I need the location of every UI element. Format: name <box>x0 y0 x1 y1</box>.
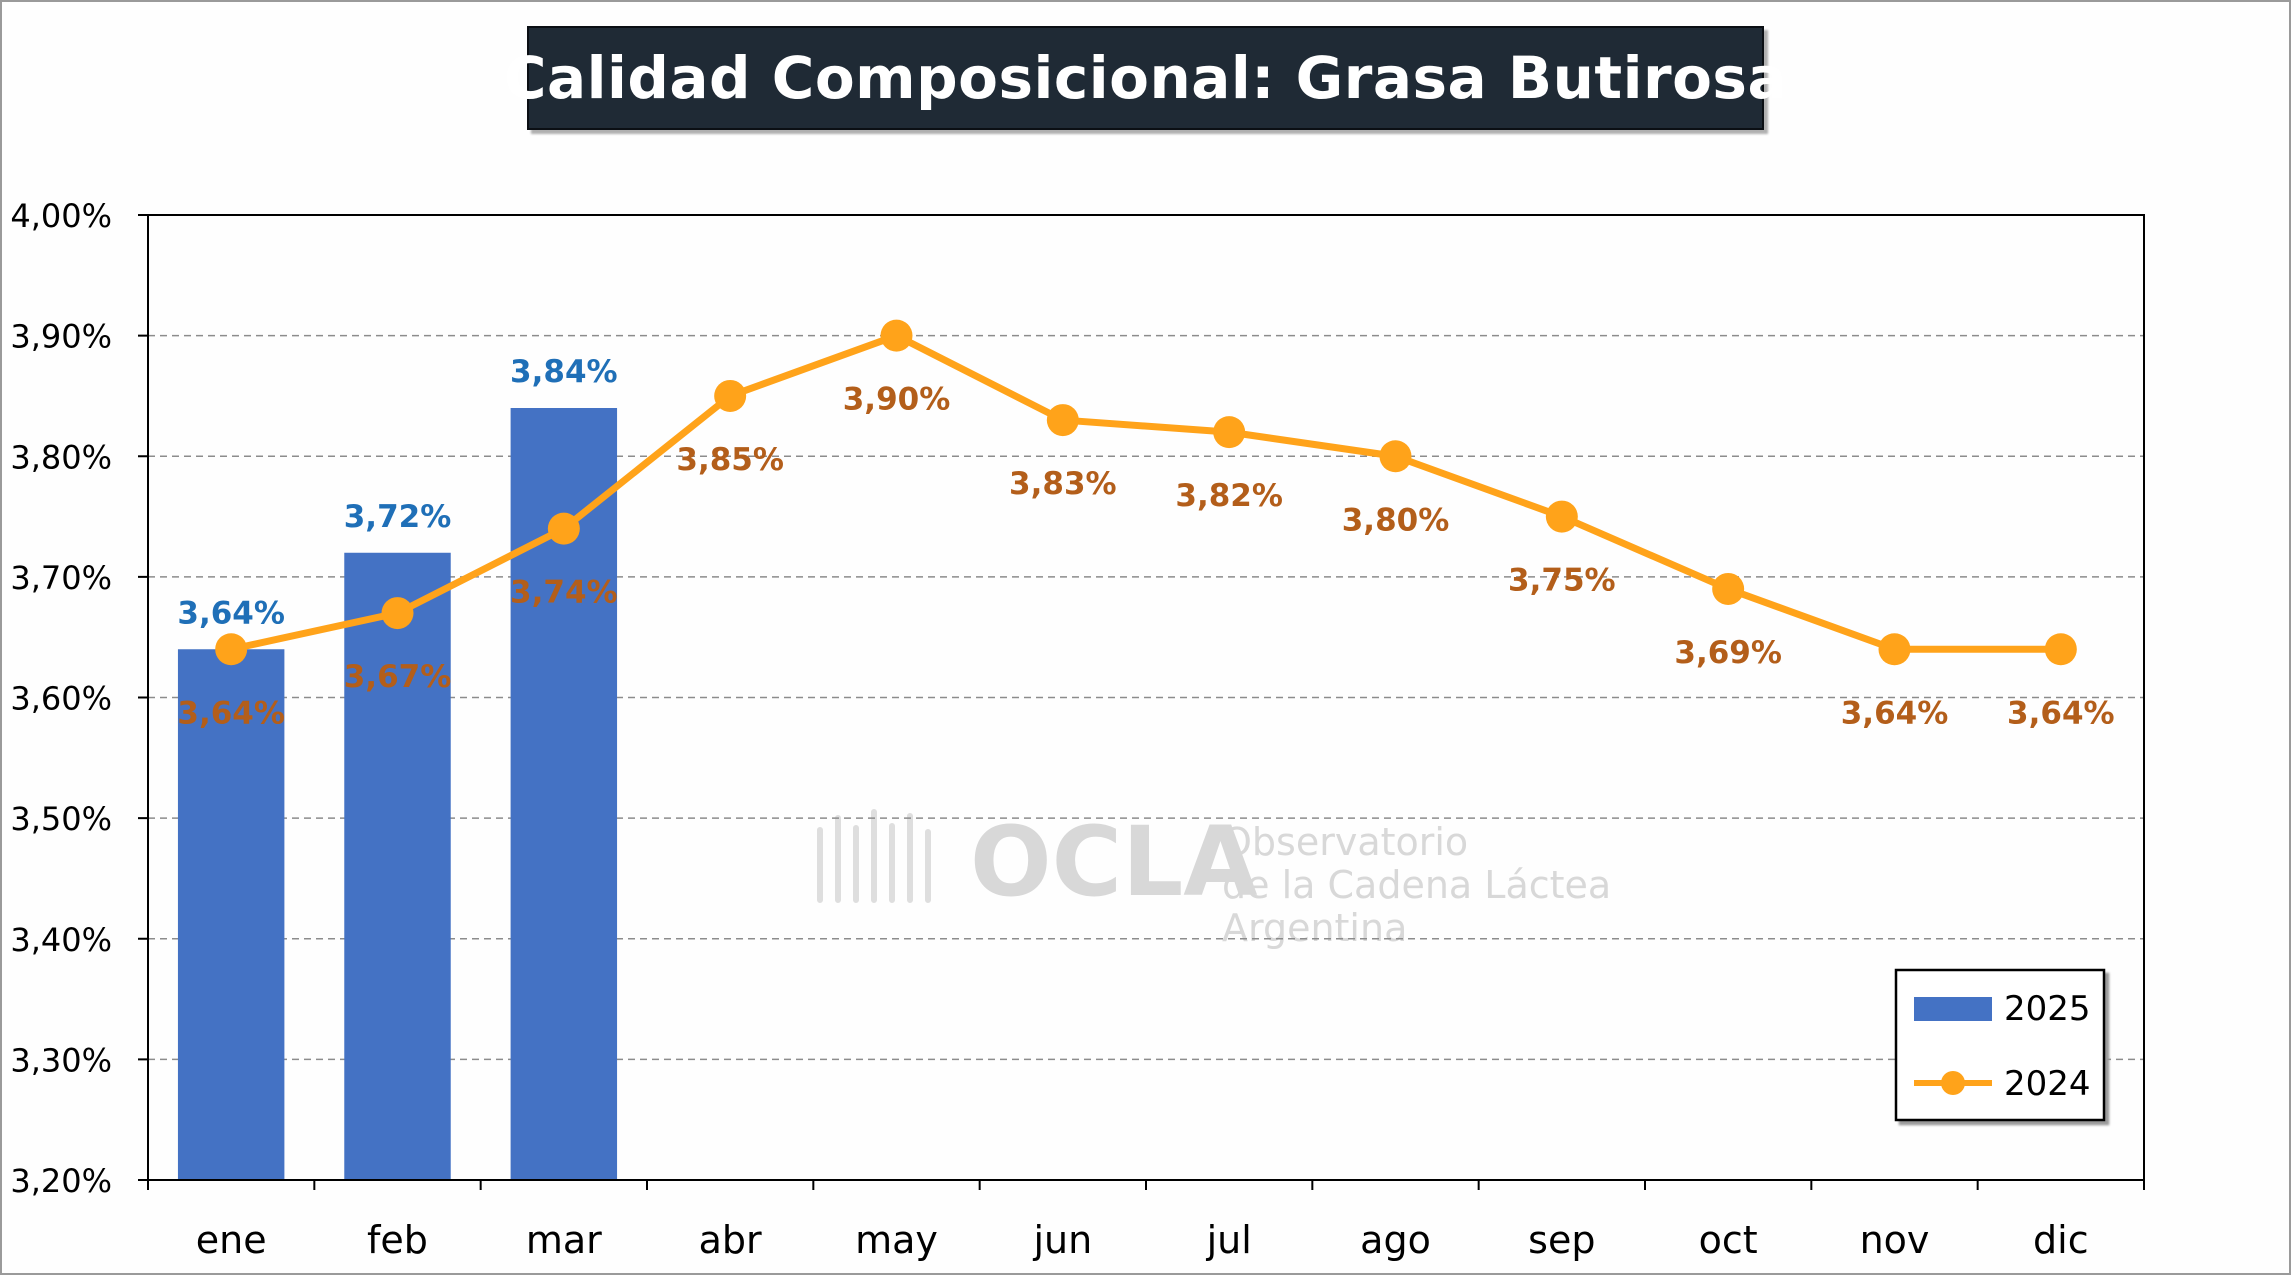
label-2024-ene: 3,64% <box>177 695 285 731</box>
point-2024-jun <box>1046 404 1079 437</box>
x-tick-label-feb: feb <box>367 1218 428 1262</box>
label-2025-mar: 3,84% <box>510 354 618 390</box>
y-tick-label-8: 4,00% <box>10 197 112 235</box>
x-tick-label-nov: nov <box>1860 1218 1930 1262</box>
label-2024-jul: 3,82% <box>1175 478 1283 514</box>
legend-marker-2024 <box>1941 1071 1965 1095</box>
ocla-watermark: OCLA Observatorio de la Cadena Láctea Ar… <box>817 806 1611 950</box>
series-2025-bars <box>177 408 618 1180</box>
legend-swatch-2025 <box>1914 997 1992 1021</box>
point-2024-oct <box>1712 572 1745 605</box>
x-tick-label-sep: sep <box>1528 1218 1595 1262</box>
plot-area-border <box>147 214 2145 1181</box>
watermark-line-2: de la Cadena Láctea <box>1222 863 1611 907</box>
label-2024-dic: 3,64% <box>2007 695 2115 731</box>
label-2024-may: 3,90% <box>843 382 951 418</box>
legend-label-2025: 2025 <box>2004 989 2091 1029</box>
series-2024-line <box>215 319 2077 666</box>
point-2024-abr <box>714 379 747 412</box>
point-2024-ago <box>1379 440 1412 473</box>
legend-box <box>1894 968 2106 1122</box>
point-2024-sep <box>1545 500 1578 533</box>
legend: 2025 2024 <box>1894 968 2106 1122</box>
y-tick-label-3: 3,50% <box>10 800 112 838</box>
label-2025-feb: 3,72% <box>344 499 452 535</box>
chart-title-box: Calidad Composicional: Grasa Butirosa <box>504 26 1787 130</box>
x-tick-label-jun: jun <box>1032 1218 1092 1262</box>
x-tick-label-dic: dic <box>2033 1218 2089 1262</box>
point-2024-jul <box>1213 416 1246 449</box>
label-2024-oct: 3,69% <box>1674 635 1782 671</box>
point-2024-dic <box>2044 633 2077 666</box>
bar-2025-ene <box>177 649 285 1180</box>
y-tick-label-0: 3,20% <box>10 1162 112 1200</box>
watermark-line-1: Observatorio <box>1222 820 1468 864</box>
y-tick-label-6: 3,80% <box>10 438 112 476</box>
y-tick-label-1: 3,30% <box>10 1041 112 1079</box>
x-tick-label-ago: ago <box>1360 1218 1431 1262</box>
x-tick-label-oct: oct <box>1699 1218 1758 1262</box>
watermark-logo-text: OCLA <box>970 806 1258 918</box>
point-2024-may <box>880 319 913 352</box>
legend-label-2024: 2024 <box>2004 1064 2091 1104</box>
label-2024-jun: 3,83% <box>1009 466 1117 502</box>
point-2024-feb <box>381 597 414 630</box>
y-tick-label-7: 3,90% <box>10 318 112 356</box>
y-tick-label-2: 3,40% <box>10 921 112 959</box>
x-tick-label-abr: abr <box>699 1218 762 1262</box>
x-tick-label-ene: ene <box>196 1218 267 1262</box>
data-labels: 3,64% 3,72% 3,84% 3,64% 3,67% 3,74% 3,85% 3,90%… <box>177 354 2114 731</box>
y-tick-label-4: 3,60% <box>10 680 112 718</box>
watermark-line-3: Argentina <box>1222 906 1407 950</box>
x-tick-label-may: may <box>855 1218 938 1262</box>
x-tick-label-jul: jul <box>1206 1218 1252 1262</box>
ocla-logo-icon <box>817 809 931 903</box>
label-2024-sep: 3,75% <box>1508 563 1616 599</box>
label-2024-ago: 3,80% <box>1342 502 1450 538</box>
point-2024-nov <box>1878 633 1911 666</box>
chart-title: Calidad Composicional: Grasa Butirosa <box>503 44 1788 112</box>
bar-2025-feb <box>344 552 451 1180</box>
x-axis-tick-labels: ene feb mar abr may jun jul ago sep oct nov dic <box>196 1218 2089 1262</box>
y-axis-tick-labels: 3,20% 3,30% 3,40% 3,50% 3,60% 3,70% 3,80% 3,90%… <box>10 197 112 1200</box>
x-tick-label-mar: mar <box>526 1218 602 1262</box>
label-2025-ene: 3,64% <box>177 595 285 631</box>
label-2024-mar: 3,74% <box>510 575 618 611</box>
y-gridlines <box>138 214 2145 1190</box>
point-2024-mar <box>547 512 580 545</box>
label-2024-feb: 3,67% <box>344 659 452 695</box>
point-2024-ene <box>215 633 248 666</box>
label-2024-abr: 3,85% <box>676 442 784 478</box>
line-2024-path <box>230 332 2061 653</box>
label-2024-nov: 3,64% <box>1841 695 1949 731</box>
y-tick-label-5: 3,70% <box>10 559 112 597</box>
